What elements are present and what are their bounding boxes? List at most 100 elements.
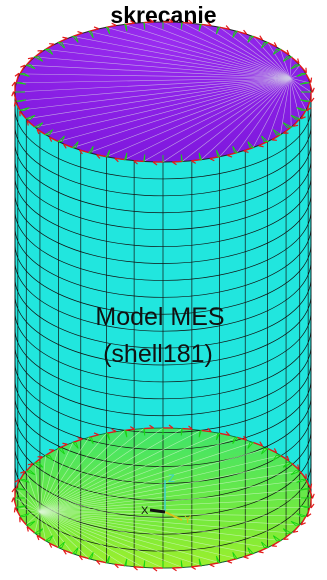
mesh-line (39, 427, 164, 513)
torsion-arrow (292, 524, 301, 533)
support-symbol (143, 560, 146, 568)
torsion-arrow (300, 515, 307, 526)
torsion-arrow-head (48, 542, 53, 548)
torsion-arrow-head (310, 97, 315, 103)
support-symbol (44, 535, 54, 542)
mesh-line (88, 31, 291, 79)
support-symbol (198, 429, 203, 438)
mesh-line (14, 464, 312, 535)
torsion-arrow-head (77, 31, 83, 34)
torsion-arrow-head (93, 432, 99, 436)
torsion-arrow (305, 479, 312, 489)
triad-y-axis (164, 511, 183, 521)
torsion-arrow-head (27, 463, 33, 466)
support-symbol (26, 114, 36, 120)
support-symbol (296, 478, 307, 483)
torsion-arrow (243, 146, 254, 152)
support-symbol (290, 520, 300, 526)
support-symbol (296, 72, 307, 77)
support-symbol (123, 152, 128, 161)
torsion-arrow (299, 64, 307, 74)
torsion-arrow-head (188, 19, 193, 24)
support-symbol (198, 152, 203, 161)
support-symbol (272, 129, 282, 136)
torsion-arrow (63, 549, 74, 555)
support-symbol (282, 528, 293, 534)
mesh-line (39, 511, 220, 563)
mesh-line (58, 42, 291, 79)
torsion-arrow-head (114, 563, 119, 569)
torsion-arrow (243, 552, 254, 558)
torsion-arrow (306, 100, 311, 111)
torsion-arrow (172, 160, 183, 163)
torsion-arrow-head (297, 58, 300, 64)
mesh-line (39, 437, 238, 513)
torsion-arrow (19, 470, 26, 481)
mesh-line (39, 511, 90, 559)
torsion-arrow (88, 434, 99, 439)
mesh-line (219, 27, 291, 79)
mesh-line (106, 27, 291, 79)
torsion-arrow-head (11, 497, 15, 503)
mesh-line (25, 471, 41, 513)
mesh-line (45, 49, 291, 79)
mesh-line (39, 428, 144, 513)
mesh-line (14, 210, 312, 281)
support-symbol (282, 56, 293, 62)
torsion-arrow-head (209, 564, 215, 568)
torsion-arrow (15, 73, 20, 84)
torsion-arrow (96, 154, 107, 158)
torsion-arrow (252, 441, 263, 447)
mesh-line (39, 433, 220, 513)
torsion-arrow-head (77, 437, 83, 440)
support-symbol (215, 26, 221, 35)
torsion-arrow (299, 470, 307, 480)
mesh-line (26, 77, 291, 120)
mesh-line (34, 77, 291, 128)
mesh-line (14, 108, 312, 180)
mesh-line (39, 511, 74, 554)
mesh-line (20, 77, 291, 111)
torsion-arrow (133, 160, 144, 163)
torsion-arrow-head (13, 507, 16, 513)
torsion-arrow (236, 30, 247, 35)
support-symbol (26, 520, 36, 526)
support-symbol (143, 154, 146, 162)
mesh-line (34, 56, 291, 79)
mesh-line (289, 77, 310, 102)
mesh-line (39, 448, 268, 513)
mesh-line (39, 430, 202, 513)
torsion-arrow (282, 126, 292, 134)
torsion-arrow-head (293, 124, 299, 127)
torsion-arrow-head (310, 503, 315, 509)
support-symbol (299, 505, 310, 508)
torsion-arrow-head (311, 87, 315, 93)
support-symbol (123, 558, 128, 567)
torsion-arrow (34, 456, 44, 464)
support-symbol (282, 462, 293, 468)
mesh-line (16, 77, 291, 84)
support-symbol (123, 429, 128, 438)
mesh-line (58, 77, 291, 142)
support-symbol (232, 552, 238, 560)
torsion-arrow (143, 21, 154, 24)
torsion-arrow (219, 432, 230, 436)
mesh-line (182, 22, 291, 79)
support-symbol (33, 462, 44, 468)
torsion-arrow-head (62, 36, 68, 39)
mesh-line (39, 470, 300, 513)
mesh-line (14, 244, 312, 315)
triad-z-label: Z (168, 473, 175, 485)
support-symbol (290, 114, 300, 120)
mesh-line (280, 49, 291, 79)
support-symbol (215, 432, 221, 441)
torsion-arrow (88, 28, 99, 33)
support-symbol (26, 470, 36, 476)
mesh-line (39, 448, 59, 513)
torsion-arrow (34, 50, 44, 58)
torsion-arrow-head (227, 154, 233, 158)
mesh-line (39, 511, 46, 541)
support-symbol (33, 56, 44, 62)
support-symbol (71, 547, 79, 555)
torsion-arrow (172, 566, 183, 569)
